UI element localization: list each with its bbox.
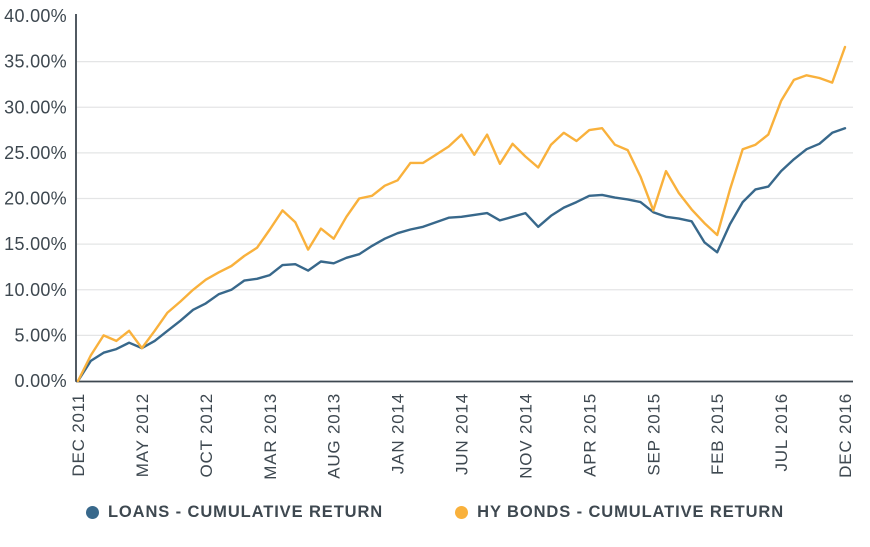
series-line-loans	[76, 126, 847, 383]
loans-series-dot-icon	[85, 506, 99, 519]
legend-item-loans: LOANS - CUMULATIVE RETURN	[85, 503, 384, 522]
y-axis-label: 30.00%	[4, 97, 67, 117]
y-axis-label: 0.00%	[14, 371, 67, 391]
legend-label-loans: LOANS - CUMULATIVE RETURN	[107, 503, 384, 521]
y-axis-label: 15.00%	[4, 234, 67, 254]
x-axis-label: MAY 2012	[133, 393, 152, 477]
legend-label-hy-bonds: HY BONDS - CUMULATIVE RETURN	[477, 503, 785, 521]
chart-legend: LOANS - CUMULATIVE RETURN HY BONDS - CUM…	[0, 503, 870, 522]
y-axis-label: 10.00%	[4, 280, 67, 300]
legend-item-hy-bonds: HY BONDS - CUMULATIVE RETURN	[455, 503, 784, 522]
y-axis-label: 40.00%	[4, 6, 67, 26]
x-axis-label: DEC 2011	[69, 393, 88, 477]
y-axis-label: 25.00%	[4, 143, 67, 163]
y-axis-label: 35.00%	[4, 52, 67, 72]
y-axis-label: 5.00%	[14, 325, 67, 345]
series-line-hy-bonds	[76, 45, 847, 383]
x-axis-label: OCT 2012	[197, 393, 216, 478]
y-axis-label: 20.00%	[4, 189, 67, 209]
x-axis-label: FEB 2015	[708, 393, 727, 475]
hy-bonds-series-dot-icon	[455, 506, 469, 519]
x-axis-label: MAR 2013	[261, 393, 280, 480]
chart-plot-area: 0.00% 5.00% 10.00% 15.00% 20.00% 25.00% 30.00%…	[4, 6, 855, 480]
x-axis-label: JUN 2014	[453, 393, 472, 475]
x-axis-label: APR 2015	[580, 393, 599, 477]
x-axis-label: AUG 2013	[325, 393, 344, 479]
x-axis-label: DEC 2016	[836, 393, 855, 478]
x-axis-label: JUL 2016	[772, 393, 791, 472]
x-axis-label: SEP 2015	[644, 393, 663, 476]
x-axis-label: JAN 2014	[389, 393, 408, 474]
x-axis-label: NOV 2014	[516, 393, 535, 479]
